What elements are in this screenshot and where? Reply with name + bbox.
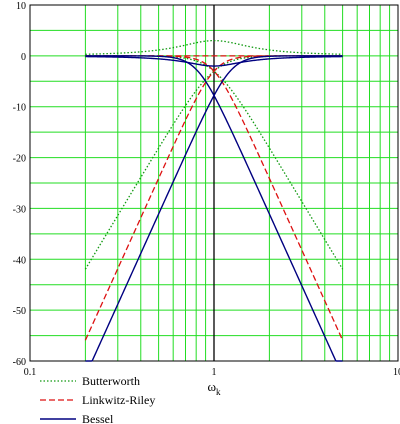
series-curve-sum	[85, 39, 343, 55]
y-tick-labels: 10 0 -10 -20 -30 -40 -50 -60	[13, 1, 26, 368]
y-tick-label: -40	[13, 255, 26, 266]
y-tick-label: -60	[13, 357, 26, 368]
legend-label: Linkwitz-Riley	[82, 393, 155, 407]
y-tick-label: 0	[21, 52, 26, 63]
x-tick-label: 10	[393, 367, 400, 378]
y-tick-label: -20	[13, 154, 26, 165]
series-curve-sum	[85, 55, 343, 67]
x-tick-label: 1	[212, 367, 217, 378]
y-tick-label: -10	[13, 103, 26, 114]
x-tick-label: 0.1	[24, 367, 37, 378]
y-tick-label: -50	[13, 306, 26, 317]
x-tick-labels: 0.1 1 10	[24, 367, 400, 378]
series-curve-lowpass	[85, 55, 344, 341]
legend-label: Butterworth	[82, 374, 140, 388]
y-tick-label: -30	[13, 204, 26, 215]
x-axis-label: ωk	[207, 379, 221, 397]
curves	[84, 39, 344, 362]
legend: Butterworth Linkwitz-Riley Bessel	[40, 374, 155, 424]
y-tick-label: 10	[16, 1, 26, 12]
legend-label: Bessel	[82, 412, 114, 424]
x-axis-label-main: ω	[207, 379, 216, 394]
series-curve-lowpass	[85, 55, 343, 362]
x-axis-label-subscript: k	[216, 387, 221, 397]
